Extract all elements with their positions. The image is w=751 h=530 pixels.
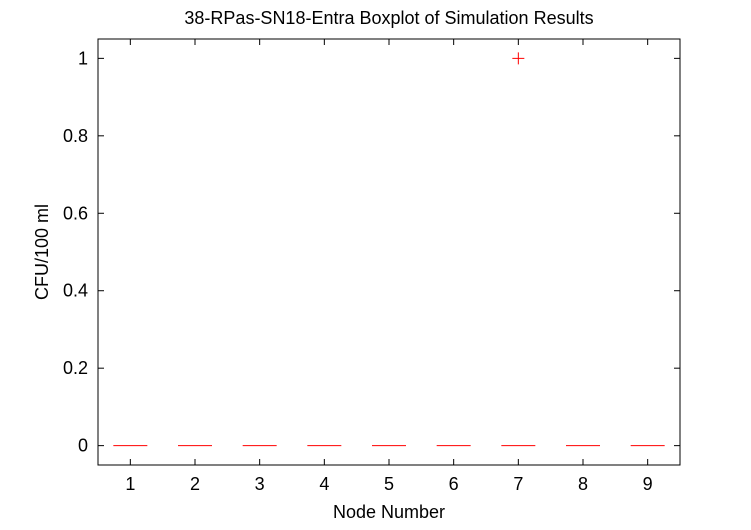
chart-title: 38-RPas-SN18-Entra Boxplot of Simulation… — [184, 8, 593, 28]
x-tick-label: 8 — [578, 474, 588, 494]
plot-area-frame — [97, 38, 681, 466]
x-tick-label: 2 — [190, 474, 200, 494]
x-tick-label: 9 — [643, 474, 653, 494]
y-tick-label: 0.4 — [63, 281, 88, 301]
x-tick-label: 7 — [513, 474, 523, 494]
x-tick-label: 4 — [319, 474, 329, 494]
y-tick-label: 0.8 — [63, 126, 88, 146]
outlier-marker — [512, 52, 525, 65]
x-tick-label: 5 — [384, 474, 394, 494]
x-tick-label: 6 — [449, 474, 459, 494]
y-tick-label: 0.2 — [63, 358, 88, 378]
y-tick-label: 0 — [78, 436, 88, 456]
x-tick-label: 3 — [255, 474, 265, 494]
y-axis-label: CFU/100 ml — [32, 204, 52, 300]
x-axis-label: Node Number — [333, 502, 445, 522]
y-tick-label: 1 — [78, 48, 88, 68]
y-tick-label: 0.6 — [63, 203, 88, 223]
x-tick-label: 1 — [125, 474, 135, 494]
